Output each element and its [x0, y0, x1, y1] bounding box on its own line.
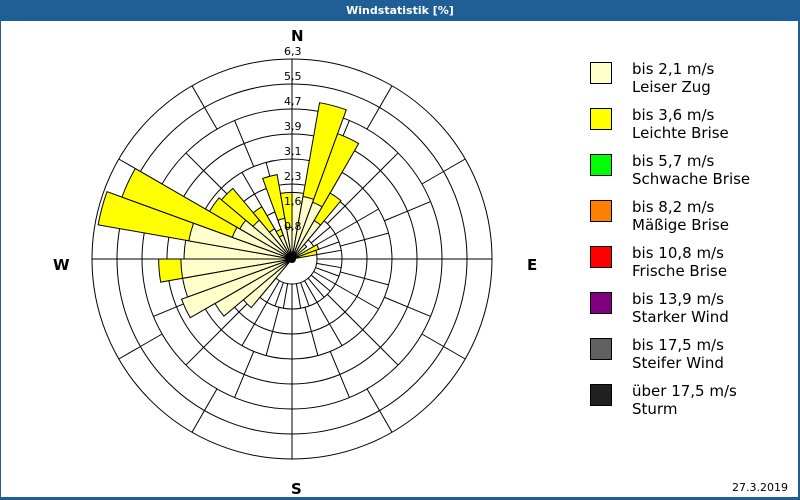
- legend-name: Sturm: [632, 400, 678, 418]
- ring-label: 6,3: [284, 45, 302, 58]
- wind-sector: [180, 258, 293, 319]
- legend-name: Schwache Brise: [632, 170, 751, 188]
- compass-east-label: E: [527, 256, 538, 274]
- legend-name: Leiser Zug: [632, 78, 711, 96]
- legend-range: bis 17,5 m/s: [632, 336, 724, 354]
- date-label: 27.3.2019: [732, 481, 788, 494]
- legend-name: Steifer Wind: [632, 354, 724, 372]
- legend-swatch: [590, 62, 612, 84]
- legend-swatch: [590, 246, 612, 268]
- legend-swatch: [590, 292, 612, 314]
- legend-swatch: [590, 384, 612, 406]
- legend-range: bis 10,8 m/s: [632, 244, 724, 262]
- wind-sector: [291, 243, 308, 260]
- wind-sector: [268, 228, 293, 260]
- wind-sector: [291, 244, 320, 260]
- compass-south-label: S: [291, 480, 302, 498]
- ring-label: 4,7: [284, 95, 302, 108]
- legend-item: bis 3,6 m/s Leichte Brise: [590, 106, 790, 154]
- legend-item: bis 8,2 m/s Mäßige Brise: [590, 198, 790, 246]
- wind-sector: [291, 219, 322, 260]
- legend-swatch: [590, 154, 612, 176]
- ring-label: 0,8: [284, 220, 302, 233]
- legend-name: Mäßige Brise: [632, 216, 729, 234]
- ring-label: 1,6: [284, 195, 302, 208]
- ring-label: 2,3: [284, 170, 302, 183]
- legend-item: bis 17,5 m/s Steifer Wind: [590, 336, 790, 384]
- compass-north-label: N: [291, 27, 304, 45]
- legend-range: bis 5,7 m/s: [632, 152, 715, 170]
- legend-item: bis 2,1 m/s Leiser Zug: [590, 60, 790, 108]
- legend-range: bis 3,6 m/s: [632, 106, 715, 124]
- ring-label: 3,9: [284, 120, 302, 133]
- legend-name: Starker Wind: [632, 308, 729, 326]
- legend-item: bis 5,7 m/s Schwache Brise: [590, 152, 790, 200]
- legend-item: über 17,5 m/s Sturm: [590, 382, 790, 430]
- legend-swatch: [590, 200, 612, 222]
- legend-range: bis 2,1 m/s: [632, 60, 715, 78]
- ring-label: 3,1: [284, 145, 302, 158]
- wind-sector: [291, 249, 318, 260]
- wind-sector: [180, 258, 293, 279]
- legend-range: bis 8,2 m/s: [632, 198, 715, 216]
- legend-name: Frische Brise: [632, 262, 728, 280]
- chart-panel: 0,8 1,6 2,3 3,1 3,9 4,7 5,5 6,3 N E S W bis 2,1…: [1, 21, 798, 498]
- legend-range: über 17,5 m/s: [632, 382, 737, 400]
- legend-swatch: [590, 338, 612, 360]
- compass-west-label: W: [53, 256, 70, 274]
- legend-item: bis 10,8 m/s Frische Brise: [590, 244, 790, 292]
- legend-swatch: [590, 108, 612, 130]
- window-title: Windstatistik [%]: [0, 0, 800, 21]
- legend-name: Leichte Brise: [632, 124, 729, 142]
- legend-range: bis 13,9 m/s: [632, 290, 724, 308]
- wind-rose-chart: 0,8 1,6 2,3 3,1 3,9 4,7 5,5 6,3: [91, 45, 493, 460]
- legend-item: bis 13,9 m/s Starker Wind: [590, 290, 790, 338]
- ring-label: 5,5: [284, 70, 302, 83]
